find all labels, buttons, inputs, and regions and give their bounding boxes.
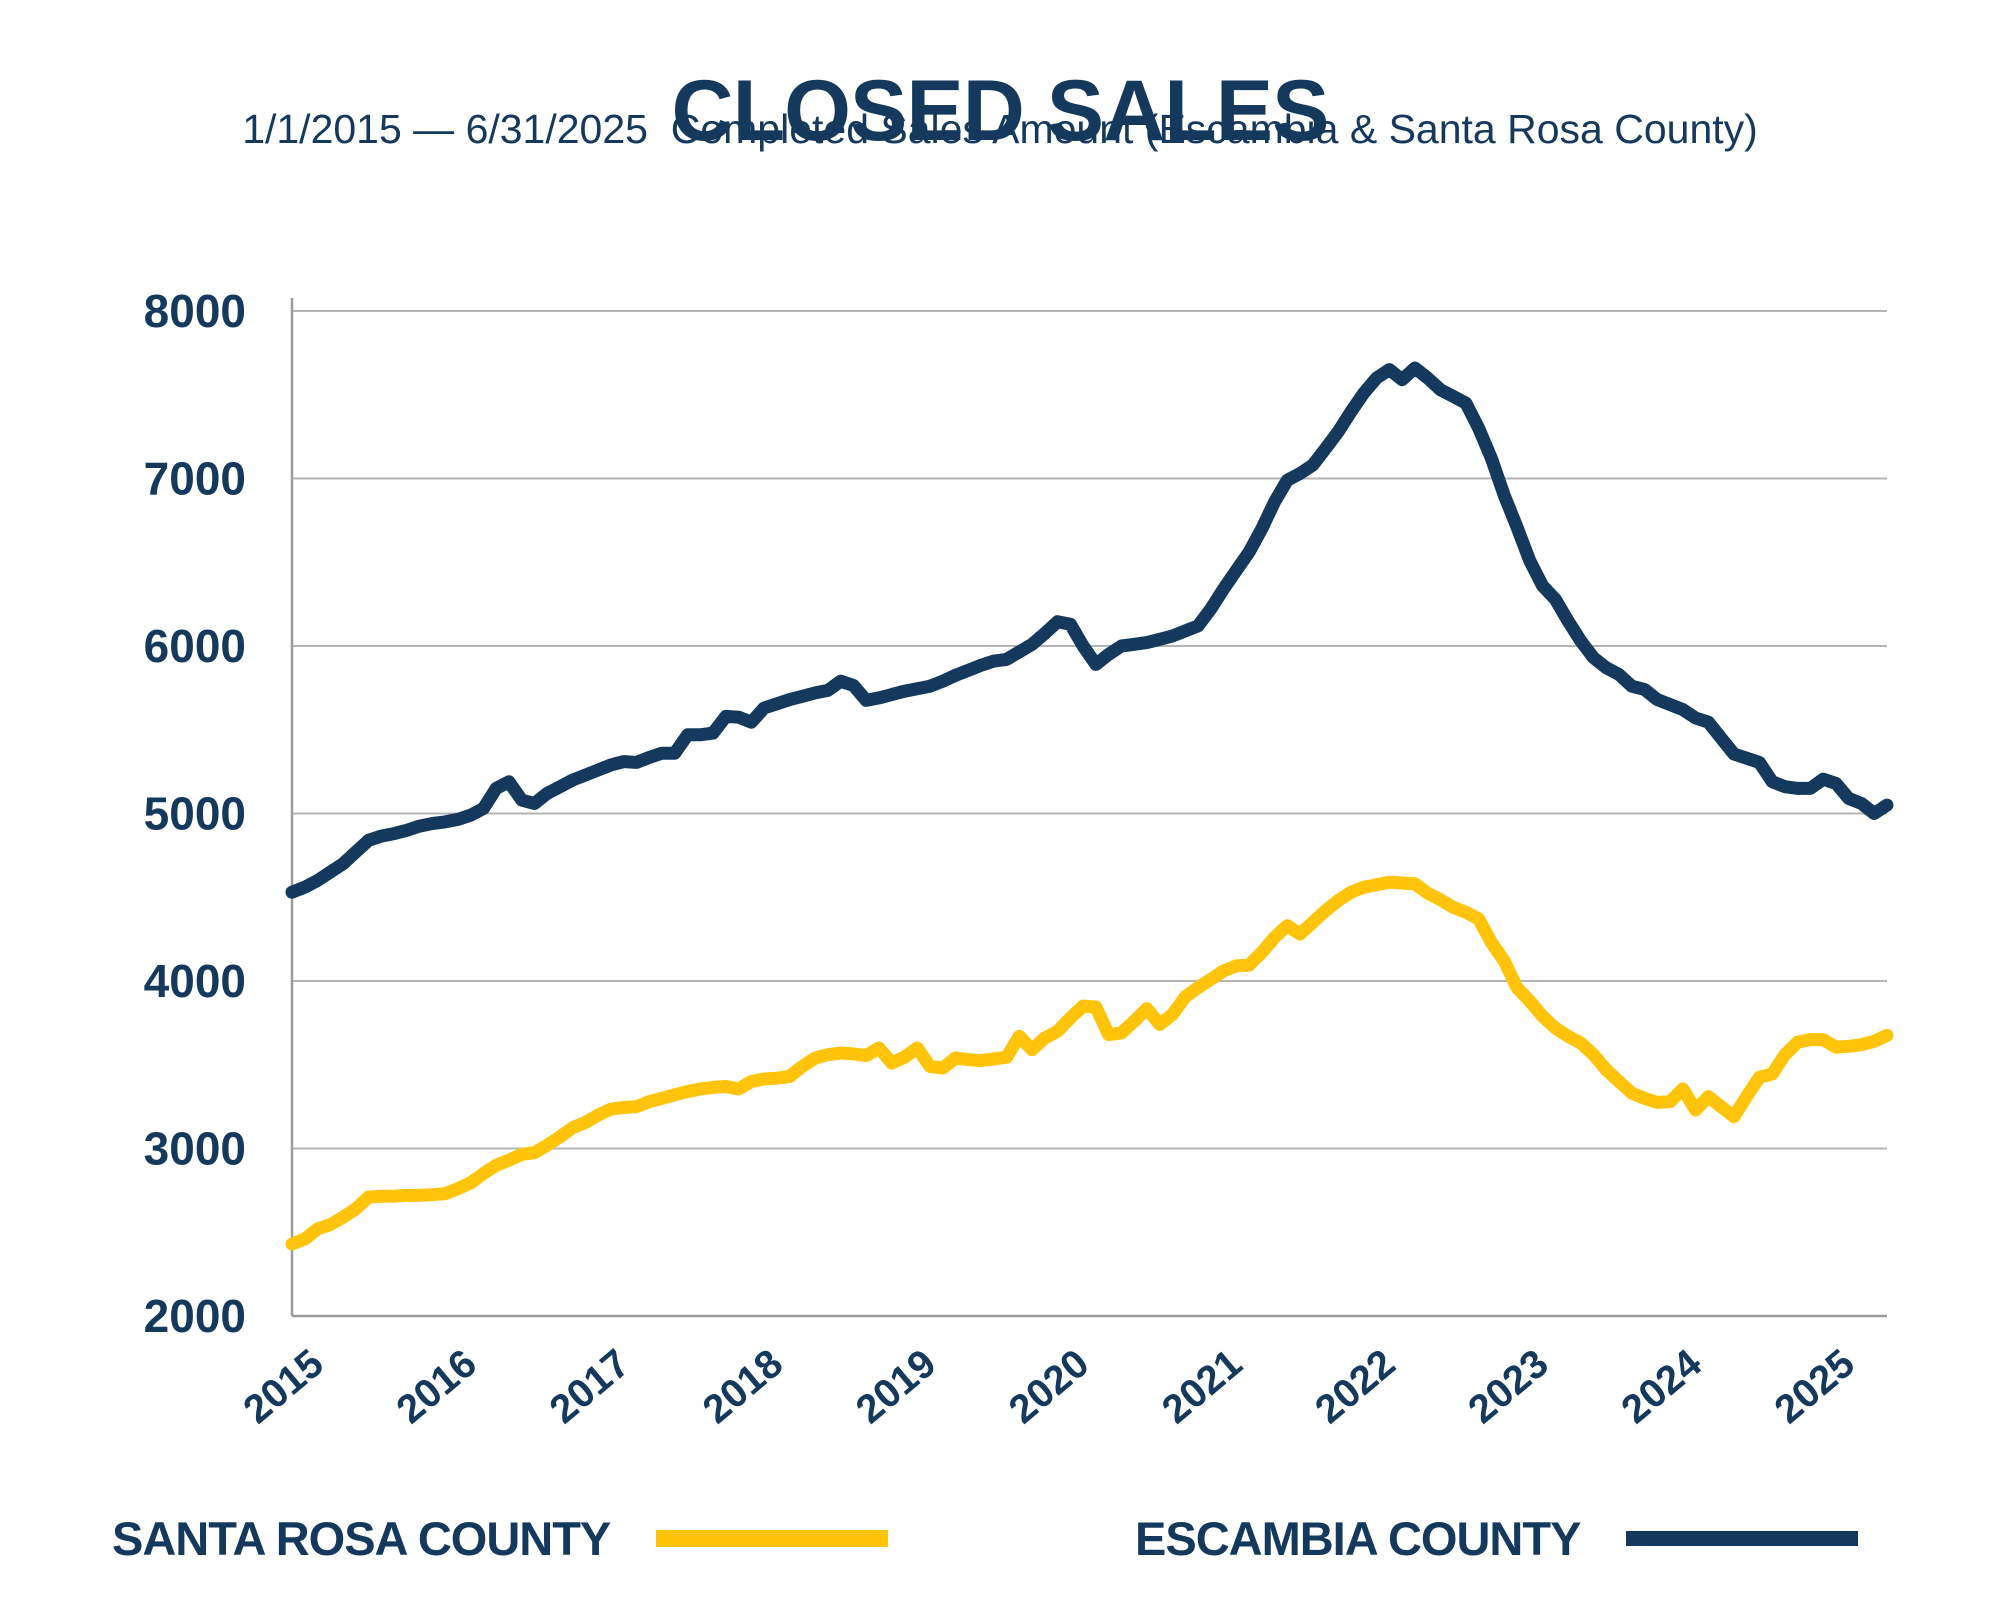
x-tick-label-2020: 2020 [1001, 1341, 1097, 1432]
page-title: CLOSED SALES [671, 62, 1330, 159]
y-tick-label-2000: 2000 [144, 1290, 246, 1342]
legend-item-santa-rosa-county: SANTA ROSA COUNTY [112, 1508, 889, 1568]
x-tick-label-2017: 2017 [542, 1341, 638, 1432]
y-tick-label-4000: 4000 [144, 955, 246, 1007]
x-tick-label-2023: 2023 [1460, 1341, 1556, 1432]
legend-swatch-santa-rosa-county [656, 1529, 889, 1547]
x-tick-label-2019: 2019 [848, 1341, 944, 1432]
y-tick-label-3000: 3000 [144, 1123, 246, 1175]
page-subtitle: 1/1/2015 — 6/31/2025 Completed Sales Amo… [242, 106, 1758, 152]
y-axis-labels: 2000 3000 4000 5000 6000 7000 8000 [144, 285, 246, 1342]
x-tick-label-2021: 2021 [1154, 1341, 1250, 1432]
y-tick-label-8000: 8000 [144, 285, 246, 337]
series-line-escambia-county [285, 361, 1894, 899]
y-tick-label-7000: 7000 [144, 453, 246, 505]
legend-label-escambia-county: ESCAMBIA COUNTY [1135, 1511, 1581, 1565]
x-tick-label-2018: 2018 [695, 1341, 791, 1432]
axes [290, 298, 1887, 1318]
legend-item-escambia-county: ESCAMBIA COUNTY [1135, 1508, 1859, 1568]
y-tick-label-6000: 6000 [144, 620, 246, 672]
x-tick-label-2024: 2024 [1613, 1341, 1710, 1432]
legend-label-santa-rosa-county: SANTA ROSA COUNTY [112, 1511, 611, 1565]
y-tick-label-5000: 5000 [144, 788, 246, 840]
legend-swatch-escambia-county [1626, 1530, 1859, 1546]
data-series [285, 361, 1894, 1251]
series-line-santa-rosa-county [285, 875, 1894, 1251]
legend: SANTA ROSA COUNTY ESCAMBIA COUNTY [0, 1508, 2000, 1578]
gridlines [292, 310, 1887, 1317]
x-tick-label-2022: 2022 [1307, 1341, 1403, 1432]
x-tick-label-2025: 2025 [1767, 1341, 1863, 1432]
x-tick-label-2015: 2015 [235, 1341, 331, 1432]
x-axis-labels: 2015 2016 2017 2018 2019 2020 2021 2022 2023 2024… [235, 1341, 1863, 1432]
x-tick-label-2016: 2016 [388, 1341, 484, 1432]
